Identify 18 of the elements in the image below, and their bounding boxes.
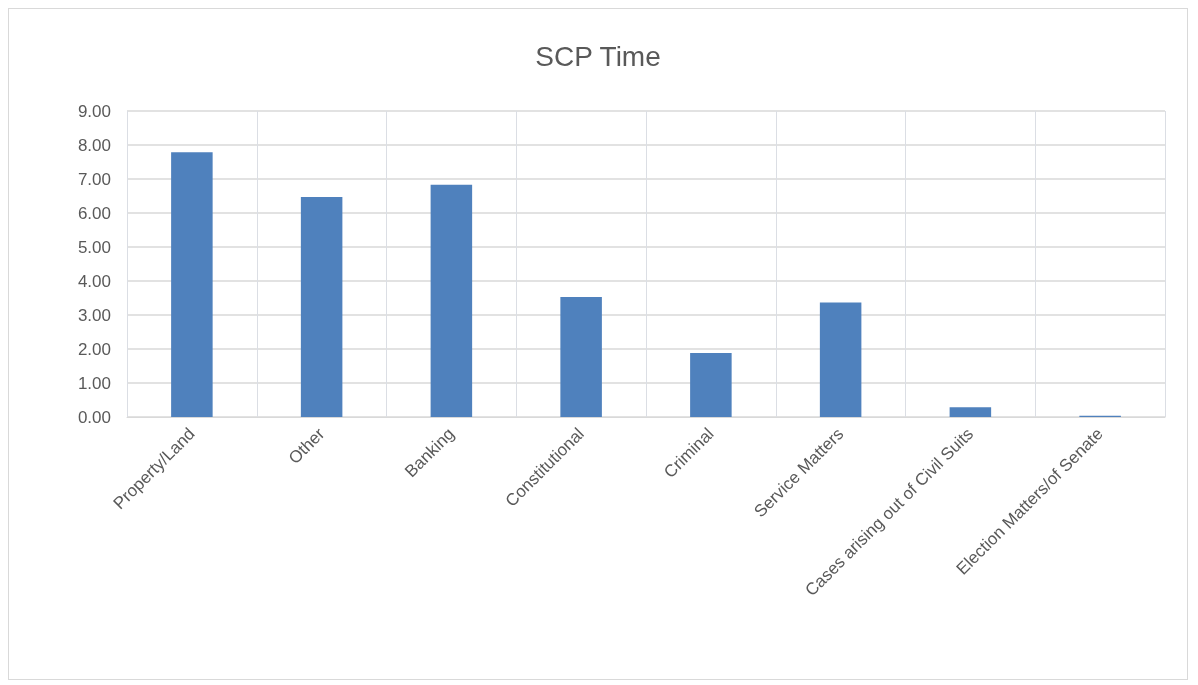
y-tick-label: 7.00: [77, 169, 111, 189]
bar: [560, 296, 602, 417]
bar: [300, 197, 343, 417]
bar: [430, 184, 473, 417]
y-tick-label: 8.00: [77, 135, 111, 155]
bar: [690, 353, 732, 417]
y-tick-label: 3.00: [77, 305, 111, 325]
y-tick-label: 0.00: [77, 407, 111, 427]
bar: [819, 302, 862, 417]
y-tick-label: 6.00: [77, 203, 111, 223]
bar: [171, 152, 213, 417]
y-tick-label: 1.00: [77, 373, 111, 393]
chart-title: SCP Time: [535, 40, 661, 72]
y-tick-label: 9.00: [77, 101, 111, 121]
y-tick-label: 4.00: [77, 271, 111, 291]
bar: [949, 407, 992, 417]
y-tick-label: 5.00: [77, 237, 111, 257]
y-tick-label: 2.00: [77, 339, 111, 359]
